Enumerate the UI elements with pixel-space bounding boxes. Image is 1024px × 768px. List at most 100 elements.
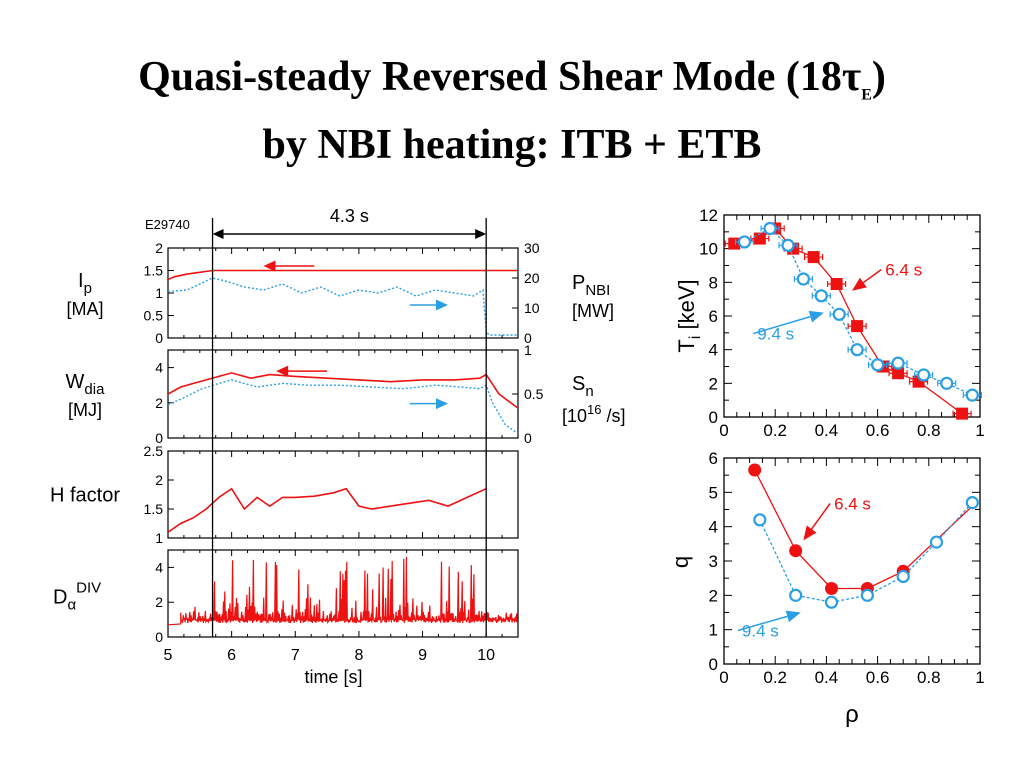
ylabel-right-unit: [1016 /s] [562, 402, 626, 426]
x-tick-label: 0.2 [763, 421, 787, 440]
data-point-open [870, 358, 885, 372]
y-tick-label-right: 20 [524, 270, 540, 286]
ylabel-right-wdia: Sn [572, 373, 594, 400]
annotation-arrow-head [803, 525, 817, 541]
data-point-filled [825, 581, 839, 595]
ylabel-main: W [66, 371, 85, 393]
data-point-filled [830, 278, 843, 291]
series-ip-0 [168, 269, 518, 281]
data-point-filled [851, 320, 864, 333]
x-tick-label: 0.6 [866, 421, 890, 440]
series-hfactor-0 [168, 487, 487, 533]
annotation-label: 6.4 s [834, 495, 871, 514]
x-tick-label: 0.8 [917, 668, 941, 687]
interval-arrow-right [475, 229, 487, 239]
data-point-open [824, 595, 839, 609]
y-tick-label-right: 10 [524, 300, 540, 316]
series-dalpha [168, 556, 518, 626]
x-tick-label: 0 [719, 421, 728, 440]
data-point-filled [748, 463, 762, 477]
y-tick-label-left: 0 [155, 629, 163, 645]
interval-arrow-left [212, 229, 224, 239]
series-ip-1 [168, 277, 518, 336]
data-point-open [763, 221, 777, 236]
y-tick-label-left: 2 [155, 395, 163, 411]
x-axis-label: time [s] [304, 667, 362, 687]
data-point-open [789, 588, 803, 602]
ylabel-left-unit: [MJ] [68, 400, 102, 420]
data-point-open [753, 513, 767, 527]
annotation-arrow-head [852, 277, 867, 291]
y-tick-label: 6 [709, 307, 718, 326]
annotation-arrow-head [808, 310, 824, 323]
arrow-head [436, 398, 448, 410]
x-tick-label: 9 [418, 647, 427, 664]
annotation-arrow-shaft [810, 503, 831, 530]
y-tick-label: 0 [709, 408, 718, 427]
y-tick-label-left: 2.5 [144, 443, 164, 459]
data-point-filled [807, 251, 820, 264]
y-tick-label-left: 0 [155, 430, 163, 446]
data-point-filled [789, 544, 803, 558]
data-point-open [781, 238, 795, 252]
x-tick-label: 0.8 [917, 421, 941, 440]
annotation-arrow-shaft [753, 315, 811, 335]
y-tick-label-left: 1.5 [144, 501, 164, 517]
panel-hfactor: 1 1.5 2 2.5 H factor [50, 443, 519, 546]
series-line-0 [734, 227, 963, 415]
data-point-open [917, 368, 931, 382]
y-tick-label: 2 [709, 374, 718, 393]
ylabel-sub: NBI [585, 282, 610, 299]
series-wdia-0 [168, 372, 518, 409]
title-line-2: by NBI heating: ITB + ETB [262, 122, 762, 169]
arrow-head [263, 260, 276, 272]
slide-title: Quasi-steady Reversed Shear Mode (18τE) … [0, 52, 1024, 170]
arrow-head [276, 365, 289, 377]
x-tick-label: 6 [227, 647, 236, 664]
y-tick-label: 1 [709, 621, 718, 640]
data-point-open [891, 356, 905, 370]
y-tick-label: 4 [709, 518, 718, 537]
ylabel-left-wdia: Wdia [66, 371, 106, 398]
panel-dalpha: 0 2 4 DαDIV [53, 549, 519, 645]
x-tick-label: 10 [477, 647, 495, 664]
time-traces-chart: E29740 4.3 s00.511.520102030Ip[MA]PNBI[MW… [50, 206, 626, 687]
data-point-filled [728, 237, 741, 250]
unit-pre: [10 [562, 406, 587, 426]
data-point-open [965, 388, 979, 402]
series-wdia-1 [168, 379, 518, 435]
unit-post: /s] [602, 406, 626, 426]
arrow-blue [409, 299, 448, 311]
q-xlabel: ρ [845, 701, 859, 728]
ylabel-main: S [572, 373, 585, 395]
ylabel-sub: n [585, 383, 593, 400]
data-point-filled [753, 232, 766, 245]
annotation-arrow-head [785, 610, 801, 623]
y-tick-label: 0 [709, 655, 718, 674]
y-tick-label: 12 [699, 206, 718, 225]
ylabel-unit: [keV] [674, 279, 699, 335]
y-tick-label: 10 [699, 240, 718, 259]
y-tick-label-left: 2 [155, 240, 163, 256]
shot-label: E29740 [145, 217, 190, 232]
data-point-open [796, 272, 810, 286]
x-tick-label: 1 [975, 421, 984, 440]
interval-label: 4.3 s [330, 206, 369, 226]
title-line-1: Quasi-steady Reversed Shear Mode (18τE) [138, 54, 886, 104]
ylabel-main: P [572, 272, 585, 294]
ylabel-left-dalpha: DαDIV [53, 580, 101, 614]
data-point-open [832, 307, 846, 321]
x-tick-label: 0 [719, 668, 728, 687]
ylabel-left-unit: [MA] [66, 299, 103, 319]
data-point-open [860, 588, 874, 602]
y-tick-label-right: 0 [524, 330, 532, 346]
y-tick-label-right: 30 [524, 240, 540, 256]
x-tick-label: 8 [354, 647, 363, 664]
y-tick-label: 5 [709, 483, 718, 502]
ylabel-left-ip: Ip [78, 270, 92, 297]
ylabel-main: T [674, 339, 699, 352]
ylabel-main: I [78, 270, 84, 292]
y-tick-label-right: 0.5 [524, 386, 544, 402]
